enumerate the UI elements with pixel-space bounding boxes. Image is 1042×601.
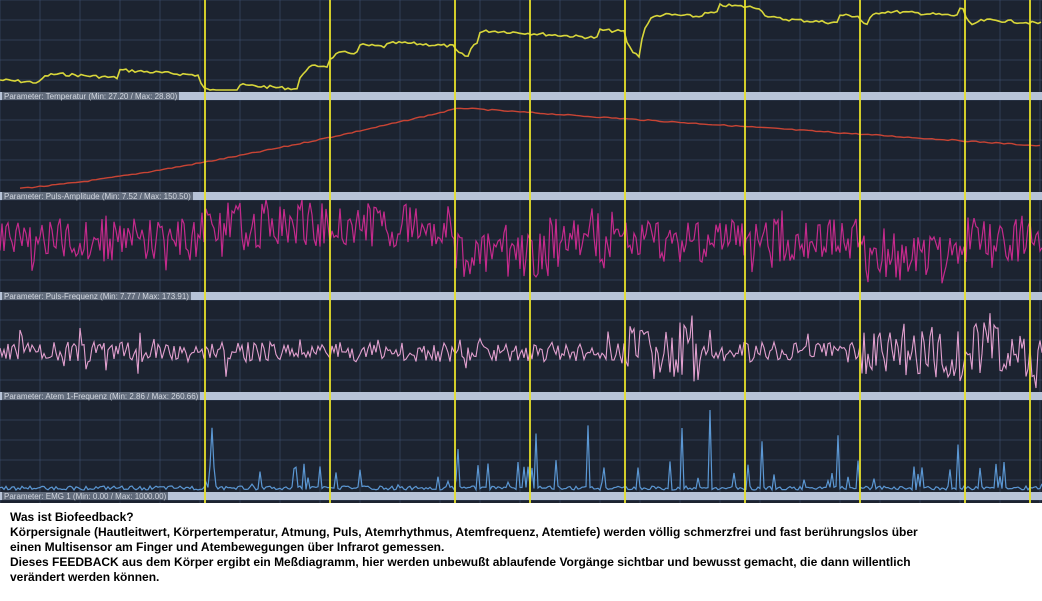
caption-text-1: Körpersignale (Hautleitwert, Körpertempe… [10,525,918,539]
puls-amplitude-panel-label: Parameter: Puls-Amplitude (Min: 7.52 / M… [2,192,193,202]
atem-frequenz-trace [0,409,1042,492]
panel-separator [0,92,1042,100]
caption: Was ist Biofeedback? Körpersignale (Haut… [10,510,1035,585]
caption-heading: Was ist Biofeedback? [10,510,134,524]
caption-text-4: verändert werden können. [10,570,160,584]
emg-panel-label: Parameter: EMG 1 (Min: 0.00 / Max: 1000.… [2,492,169,502]
puls-frequenz-panel-label: Parameter: Puls-Frequenz (Min: 7.77 / Ma… [2,292,191,302]
caption-text-2: einen Multisensor am Finger und Atembewe… [10,540,445,554]
temperatur-panel-label: Parameter: Temperatur (Min: 27.20 / Max:… [2,92,180,102]
panel-separator [0,292,1042,300]
signal-chart [0,0,1042,503]
biofeedback-monitor: Parameter: Temperatur (Min: 27.20 / Max:… [0,0,1042,503]
panel-separator [0,492,1042,500]
puls-frequenz-trace [0,313,1042,389]
hautleitwert-trace [0,2,1042,91]
puls-amplitude-trace [0,199,1042,284]
atem-frequenz-panel-label: Parameter: Atem 1-Frequenz (Min: 2.86 / … [2,392,201,402]
panel-separator [0,392,1042,400]
caption-text-3: Dieses FEEDBACK aus dem Körper ergibt ei… [10,555,911,569]
panel-separator [0,192,1042,200]
